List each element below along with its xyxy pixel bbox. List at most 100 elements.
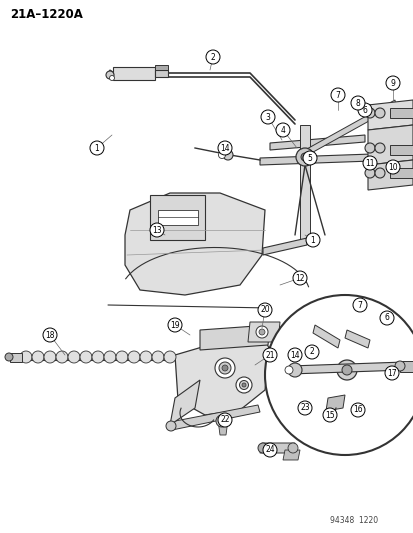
- Polygon shape: [367, 100, 412, 130]
- Circle shape: [302, 151, 316, 165]
- Text: 13: 13: [152, 225, 161, 235]
- Circle shape: [352, 298, 366, 312]
- Circle shape: [297, 401, 311, 415]
- Polygon shape: [218, 420, 228, 435]
- Polygon shape: [247, 322, 279, 342]
- Polygon shape: [344, 330, 369, 348]
- Circle shape: [292, 271, 306, 285]
- Polygon shape: [259, 153, 399, 165]
- Text: 21: 21: [265, 351, 274, 359]
- Polygon shape: [312, 325, 339, 348]
- Text: 10: 10: [387, 163, 397, 172]
- Text: 2: 2: [210, 52, 215, 61]
- Circle shape: [152, 351, 164, 363]
- Circle shape: [394, 361, 404, 371]
- Circle shape: [116, 351, 128, 363]
- Circle shape: [80, 351, 92, 363]
- Polygon shape: [262, 238, 306, 255]
- Polygon shape: [113, 67, 154, 80]
- Polygon shape: [154, 65, 168, 70]
- Circle shape: [216, 415, 228, 427]
- Circle shape: [275, 123, 289, 137]
- Circle shape: [5, 353, 13, 361]
- Circle shape: [336, 360, 356, 380]
- Circle shape: [214, 358, 235, 378]
- Text: 15: 15: [324, 410, 334, 419]
- Circle shape: [305, 233, 319, 247]
- Circle shape: [218, 362, 230, 374]
- Polygon shape: [367, 160, 412, 190]
- Text: 5: 5: [307, 154, 312, 163]
- Circle shape: [379, 311, 393, 325]
- Polygon shape: [289, 362, 404, 374]
- Text: 14: 14: [220, 143, 229, 152]
- Circle shape: [384, 366, 398, 380]
- Text: 4: 4: [280, 125, 285, 134]
- Circle shape: [350, 403, 364, 417]
- Text: 18: 18: [45, 330, 55, 340]
- Polygon shape: [154, 70, 168, 77]
- Circle shape: [330, 88, 344, 102]
- Polygon shape: [292, 415, 319, 425]
- Circle shape: [374, 143, 384, 153]
- Text: 1: 1: [95, 143, 99, 152]
- Circle shape: [287, 348, 301, 362]
- Polygon shape: [20, 355, 178, 360]
- Circle shape: [262, 348, 276, 362]
- Circle shape: [20, 351, 32, 363]
- Text: 19: 19: [170, 320, 179, 329]
- Circle shape: [257, 443, 267, 453]
- Text: 2: 2: [309, 348, 313, 357]
- Text: 9: 9: [389, 78, 394, 87]
- Circle shape: [364, 143, 374, 153]
- Circle shape: [364, 108, 374, 118]
- Circle shape: [287, 363, 301, 377]
- Polygon shape: [389, 145, 412, 155]
- Polygon shape: [170, 380, 199, 425]
- Circle shape: [287, 443, 297, 453]
- Circle shape: [322, 408, 336, 422]
- Polygon shape: [10, 353, 22, 362]
- Text: 17: 17: [386, 368, 396, 377]
- Circle shape: [104, 351, 116, 363]
- Circle shape: [164, 351, 176, 363]
- Circle shape: [262, 443, 276, 457]
- Circle shape: [364, 168, 374, 178]
- Circle shape: [218, 141, 231, 155]
- Text: 6: 6: [384, 313, 389, 322]
- Polygon shape: [125, 193, 264, 295]
- Circle shape: [43, 328, 57, 342]
- Circle shape: [44, 351, 56, 363]
- Circle shape: [106, 71, 114, 79]
- Polygon shape: [259, 443, 294, 453]
- Text: 23: 23: [299, 403, 309, 413]
- Circle shape: [374, 108, 384, 118]
- Circle shape: [239, 381, 248, 390]
- Circle shape: [362, 156, 376, 170]
- Circle shape: [140, 351, 152, 363]
- Polygon shape: [150, 195, 204, 240]
- Circle shape: [68, 351, 80, 363]
- Circle shape: [374, 168, 384, 178]
- Circle shape: [357, 103, 371, 117]
- Circle shape: [264, 295, 413, 455]
- Circle shape: [295, 148, 313, 166]
- Circle shape: [341, 365, 351, 375]
- Circle shape: [109, 76, 114, 80]
- Circle shape: [260, 110, 274, 124]
- Circle shape: [206, 50, 219, 64]
- Polygon shape: [367, 125, 412, 165]
- Circle shape: [300, 153, 308, 161]
- Polygon shape: [170, 405, 259, 430]
- Text: 94348  1220: 94348 1220: [329, 516, 377, 525]
- Polygon shape: [304, 100, 395, 156]
- Polygon shape: [158, 210, 197, 225]
- Circle shape: [284, 366, 292, 374]
- Text: 20: 20: [259, 305, 269, 314]
- Text: 8: 8: [355, 99, 359, 108]
- Circle shape: [218, 151, 225, 158]
- Circle shape: [385, 160, 399, 174]
- Circle shape: [166, 421, 176, 431]
- Polygon shape: [399, 361, 412, 372]
- Text: 12: 12: [294, 273, 304, 282]
